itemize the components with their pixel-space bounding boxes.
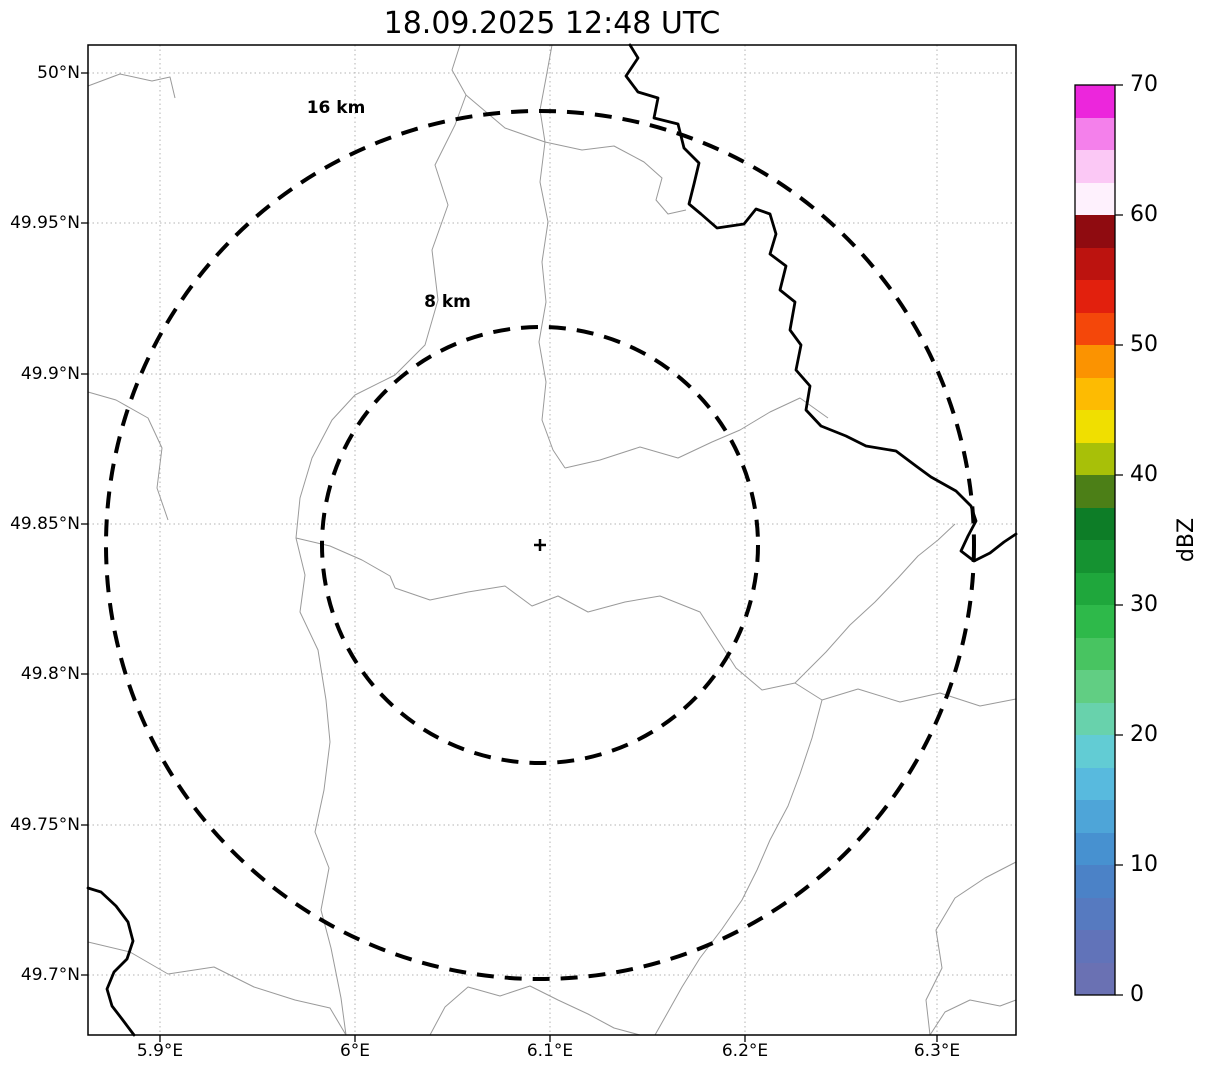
colorbar-segment bbox=[1075, 702, 1115, 735]
colorbar-segment bbox=[1075, 605, 1115, 638]
colorbar-segment bbox=[1075, 832, 1115, 865]
colorbar-tick-marks bbox=[1115, 84, 1123, 996]
colorbar-tick-label: 0 bbox=[1130, 982, 1144, 1007]
municipal-boundary-path bbox=[465, 94, 687, 215]
colorbar-segment bbox=[1075, 117, 1115, 150]
y-tick-label: 50°N bbox=[37, 63, 80, 83]
y-tick-label: 49.7°N bbox=[20, 965, 80, 985]
range-ring-16km bbox=[104, 109, 976, 981]
colorbar-tick-label: 70 bbox=[1130, 72, 1158, 97]
colorbar-segment bbox=[1075, 767, 1115, 800]
colorbar-segment bbox=[1075, 897, 1115, 930]
municipal-boundary-path bbox=[394, 585, 1017, 707]
x-tick-label: 6.3°E bbox=[913, 1041, 961, 1061]
municipal-boundary-path bbox=[654, 699, 823, 1036]
colorbar-segment bbox=[1075, 572, 1115, 605]
colorbar-tick-label: 10 bbox=[1130, 852, 1158, 877]
colorbar-segment bbox=[1075, 280, 1115, 313]
ring-label-8km: 8 km bbox=[424, 292, 471, 312]
colorbar-segment bbox=[1075, 377, 1115, 410]
municipal-boundary-path bbox=[794, 523, 956, 684]
municipal-boundaries bbox=[87, 44, 1017, 1036]
colorbar-segment bbox=[1075, 930, 1115, 963]
y-tick-label: 49.8°N bbox=[20, 664, 80, 684]
range-ring-8km bbox=[320, 325, 760, 765]
colorbar-tick-label: 30 bbox=[1130, 592, 1158, 617]
colorbar-tick-label: 40 bbox=[1130, 462, 1158, 487]
y-tick-label: 49.95°N bbox=[10, 213, 80, 233]
colorbar-segment bbox=[1075, 312, 1115, 345]
colorbar-segment bbox=[1075, 800, 1115, 833]
municipal-boundary-path bbox=[87, 73, 176, 99]
national-border-path bbox=[86, 886, 136, 1037]
colorbar-segment bbox=[1075, 85, 1115, 118]
colorbar-segment bbox=[1075, 247, 1115, 280]
colorbar-segment bbox=[1075, 735, 1115, 768]
colorbar-segment bbox=[1075, 865, 1115, 898]
y-tick-label: 49.9°N bbox=[20, 364, 80, 384]
colorbar-tick-label: 20 bbox=[1130, 722, 1158, 747]
municipal-boundary-path bbox=[429, 985, 641, 1036]
colorbar-segment bbox=[1075, 182, 1115, 215]
x-tick-label: 6.2°E bbox=[721, 1041, 769, 1061]
colorbar-segment bbox=[1075, 962, 1115, 995]
axis-tick-marks bbox=[81, 72, 938, 1042]
colorbar-segment bbox=[1075, 637, 1115, 670]
municipal-boundary-path bbox=[295, 537, 396, 589]
colorbar-segment bbox=[1075, 410, 1115, 443]
colorbar-segment bbox=[1075, 215, 1115, 248]
colorbar-segment bbox=[1075, 670, 1115, 703]
colorbar-frame bbox=[1074, 84, 1116, 996]
colorbar-tick-label: 60 bbox=[1130, 202, 1158, 227]
municipal-boundary-path bbox=[564, 397, 829, 469]
municipal-boundary-path bbox=[929, 999, 1017, 1036]
colorbar-unit-label: dBZ bbox=[1174, 517, 1199, 563]
colorbar-segment bbox=[1075, 540, 1115, 573]
x-tick-label: 6°E bbox=[339, 1041, 371, 1061]
municipal-boundary-path bbox=[87, 941, 347, 1036]
colorbar-tick-label: 50 bbox=[1130, 332, 1158, 357]
colorbar-segment bbox=[1075, 475, 1115, 508]
ring-label-16km: 16 km bbox=[306, 98, 366, 118]
national-border-path bbox=[624, 43, 1018, 563]
colorbar-segment bbox=[1075, 345, 1115, 378]
x-tick-label: 5.9°E bbox=[136, 1041, 184, 1061]
colorbar-segment bbox=[1075, 442, 1115, 475]
municipal-boundary-path bbox=[295, 44, 467, 1036]
plot-title: 18.09.2025 12:48 UTC bbox=[383, 6, 721, 41]
colorbar-segment bbox=[1075, 150, 1115, 183]
colorbar-segment bbox=[1075, 507, 1115, 540]
municipal-boundary-path bbox=[538, 44, 566, 469]
national-border bbox=[86, 43, 1018, 1037]
municipal-boundary-path bbox=[87, 391, 169, 521]
x-tick-label: 6.1°E bbox=[526, 1041, 574, 1061]
municipal-boundary-path bbox=[925, 861, 1017, 1036]
y-tick-label: 49.85°N bbox=[10, 514, 80, 534]
radar-center-marker bbox=[534, 539, 546, 551]
y-tick-label: 49.75°N bbox=[10, 815, 80, 835]
colorbar-gradient bbox=[1075, 85, 1115, 995]
plot-frame bbox=[87, 44, 1017, 1036]
grid-lines bbox=[88, 45, 1016, 1035]
